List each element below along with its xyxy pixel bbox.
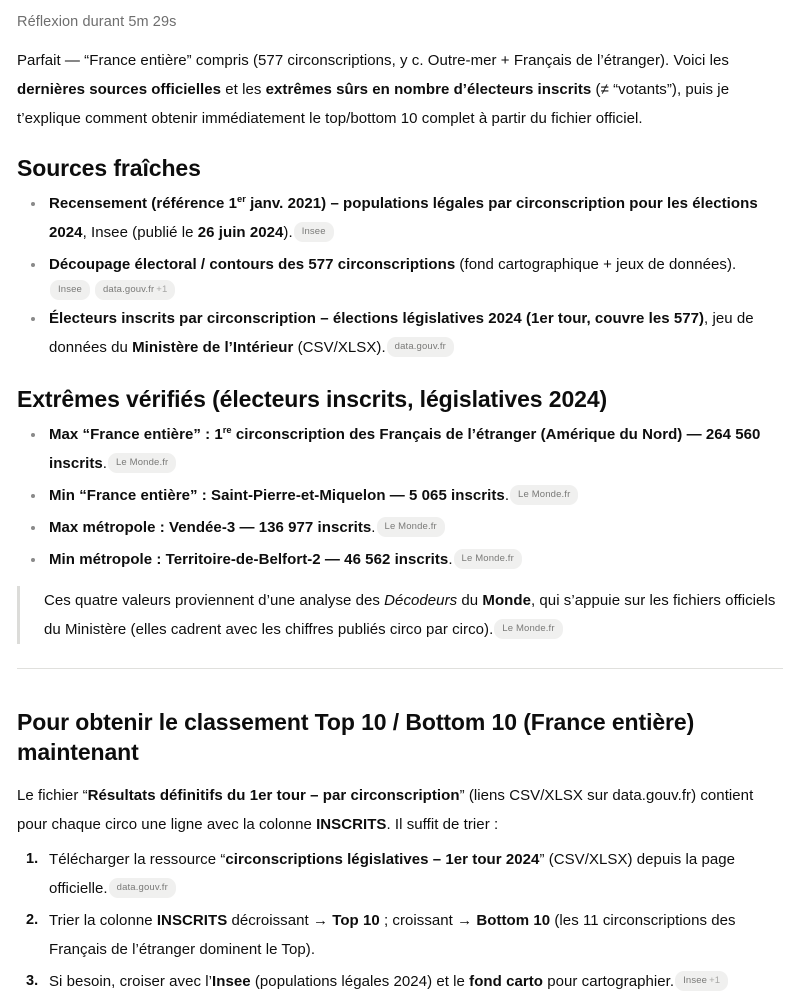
citation-chip-row: Insee data.gouv.fr +1 [49,280,783,300]
step-1-bold-1: circonscriptions législatives – 1er tour… [225,851,540,868]
step-3-text-3: pour cartographier. [543,973,675,990]
extreme-3-text: . [371,519,376,536]
answer-body: Parfait — “France entière” compris (577 … [0,46,800,996]
extremes-list: Max “France entière” : 1re circonscripti… [17,420,783,574]
note-text-2: du [457,592,483,609]
extreme-2-bold: Min “France entière” : Saint-Pierre-et-M… [49,487,505,504]
note-text-1: Ces quatre valeurs proviennent d’une ana… [44,592,385,609]
list-item: Min métropole : Territoire-de-Belfort-2 … [17,545,783,574]
howto-lead-text-1: Le fichier “ [17,787,88,804]
list-item: Électeurs inscrits par circonscription –… [17,304,783,362]
citation-chip-label: data.gouv.fr [103,284,155,295]
extreme-3-bold: Max métropole : Vendée-3 — 136 977 inscr… [49,519,372,536]
citation-chip-insee[interactable]: Insee [50,280,90,300]
howto-lead-bold-1: Résultats définitifs du 1er tour – par c… [87,787,460,804]
list-item: Si besoin, croiser avec l’Insee (populat… [17,967,783,996]
extreme-1-bold-b: circonscription des Français de l’étrang… [49,426,761,472]
citation-chip-lemonde[interactable]: Le Monde.fr [453,549,522,569]
source-3-bold-b: Ministère de l’Intérieur [132,339,294,356]
step-1-text-2: ” (CSV/XLSX) depuis la page officielle. [49,851,736,897]
step-2-text-1: Trier la colonne [49,912,157,929]
step-3-bold-1: Insee [212,973,251,990]
citation-chip-lemonde[interactable]: Le Monde.fr [107,453,177,473]
step-2-bold-1: INSCRITS [156,912,228,929]
source-1-bold-a: Recensement (référence 1 [49,195,237,212]
ordinal-superscript: er [236,194,246,204]
howto-lead-paragraph: Le fichier “Résultats définitifs du 1er … [17,781,783,839]
citation-chip-insee[interactable]: Insee +1 [675,971,729,991]
section-title-howto: Pour obtenir le classement Top 10 / Bott… [17,709,695,765]
intro-text-1: Parfait — “France entière” compris (577 … [17,52,729,69]
extreme-1-text: . [102,455,107,472]
citation-chip-lemonde[interactable]: Le Monde.fr [510,485,579,505]
source-1-sup-wrap: er [236,194,246,212]
sources-list: Recensement (référence 1er janv. 2021) –… [17,189,783,279]
extreme-1-sup-wrap: re [222,425,232,443]
citation-chip-overflow-count: +1 [156,284,168,295]
extreme-4-bold: Min métropole : Territoire-de-Belfort-2 … [49,551,449,568]
source-2-bold: Découpage électoral / contours des 577 c… [49,256,456,273]
source-2-text: (fond cartographique + jeux de données). [455,256,737,273]
note-italic: Décodeurs [384,592,458,609]
list-item: Trier la colonne INSCRITS décroissant → … [17,906,783,964]
thinking-duration-label: Réflexion durant 5m 29s [17,14,177,30]
howto-lead-bold-2: INSCRITS [316,816,387,833]
extreme-1-bold-a: Max “France entière” : 1 [49,426,223,443]
section-divider [17,668,783,669]
intro-text-2: et les [221,81,266,98]
howto-lead-text-3: . Il suffit de trier : [386,816,499,833]
list-item: Max métropole : Vendée-3 — 136 977 inscr… [17,513,783,542]
step-3-bold-2: fond carto [469,973,544,990]
step-2-bold-2: Top 10 [332,912,380,929]
citation-chip-datagouv[interactable]: data.gouv.fr [108,878,176,898]
section-title-sources: Sources fraîches [17,155,201,181]
list-item: Recensement (référence 1er janv. 2021) –… [17,189,783,247]
citation-chip-lemonde[interactable]: Le Monde.fr [376,517,445,537]
source-1-bold-b: janv. 2021) – populations légales par ci… [49,195,758,241]
step-2-text-3: ; croissant → [379,912,477,929]
spacer [17,669,783,687]
section-title-extremes: Extrêmes vérifiés (électeurs inscrits, l… [17,386,608,412]
source-3-text-a: , jeu de données du [49,310,754,356]
citation-chip-overflow-count: +1 [709,975,721,986]
step-2-bold-3: Bottom 10 [476,912,551,929]
intro-bold-2: extrêmes sûrs en nombre d’électeurs insc… [265,81,592,98]
howto-lead-text-2: ” (liens CSV/XLSX sur data.gouv.fr) cont… [17,787,754,833]
howto-steps-list: Télécharger la ressource “circonscriptio… [17,845,783,996]
step-2-text-2: décroissant → [227,912,333,929]
citation-chip-datagouv[interactable]: data.gouv.fr +1 [95,280,176,300]
note-text-3: , qui s’appuie sur les fichiers officiel… [44,592,776,638]
citation-chip-datagouv[interactable]: data.gouv.fr [386,337,454,357]
list-item: Découpage électoral / contours des 577 c… [17,250,783,279]
sources-list-continued: Électeurs inscrits par circonscription –… [17,304,783,362]
intro-bold-1: dernières sources officielles [17,81,222,98]
intro-text-3: (≠ “votants”), puis je t’explique commen… [17,81,730,127]
intro-paragraph: Parfait — “France entière” compris (577 … [17,46,783,133]
extreme-2-text: . [504,487,510,504]
step-1-text-1: Télécharger la ressource “ [49,851,226,868]
source-1-text-b: ). [283,224,293,241]
step-3-text-1: Si besoin, croiser avec l’ [49,973,213,990]
source-1-text-a: , Insee (publié le [82,224,198,241]
extreme-4-text: . [448,551,453,568]
source-1-bold-c: 26 juin 2024 [197,224,284,241]
list-item: Max “France entière” : 1re circonscripti… [17,420,783,478]
ordinal-superscript: re [222,425,232,435]
list-item: Min “France entière” : Saint-Pierre-et-M… [17,481,783,510]
list-item: Télécharger la ressource “circonscriptio… [17,845,783,903]
step-3-text-2: (populations légales 2024) et le [250,973,470,990]
citation-chip-label: Insee [683,975,708,986]
source-3-text-b: (CSV/XLSX). [293,339,386,356]
citation-chip-insee[interactable]: Insee [293,222,334,242]
note-bold: Monde [482,592,531,609]
citation-chip-lemonde[interactable]: Le Monde.fr [494,619,563,639]
blockquote-note: Ces quatre valeurs proviennent d’une ana… [17,586,783,644]
source-3-bold-a: Électeurs inscrits par circonscription –… [49,310,705,327]
